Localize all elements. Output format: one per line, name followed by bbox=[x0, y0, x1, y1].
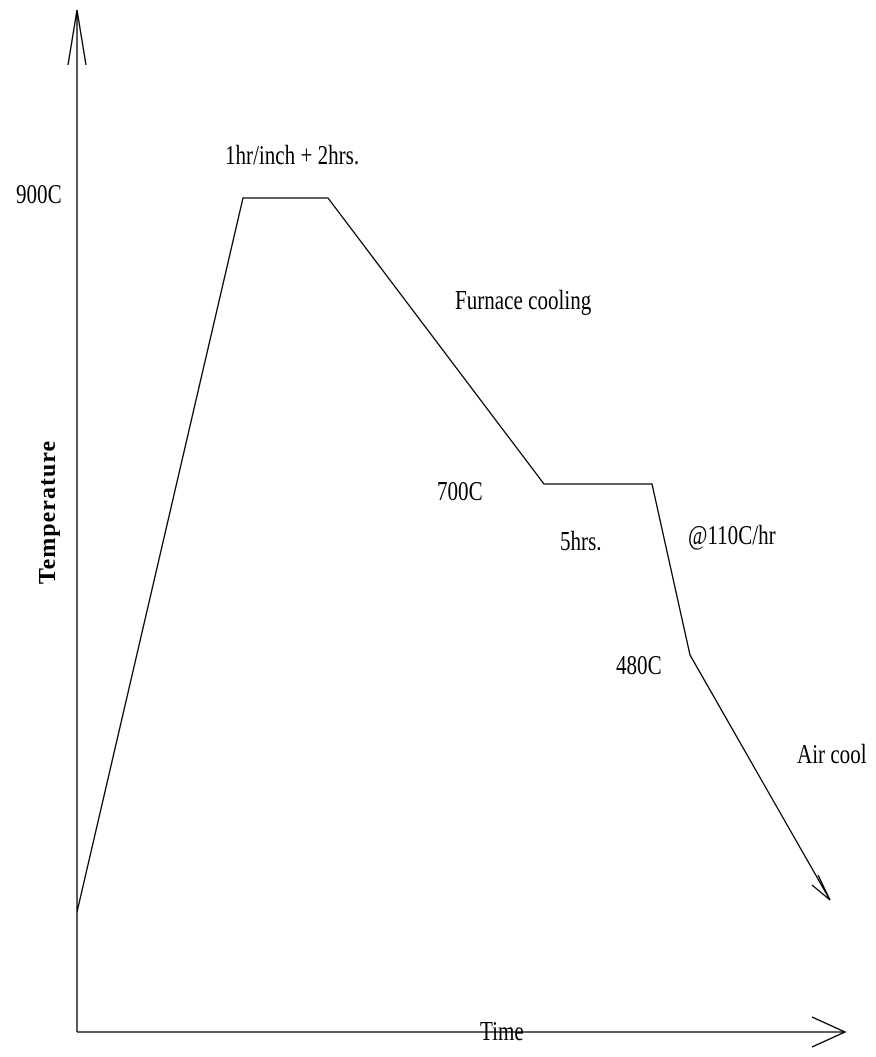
y-axis-arrowhead bbox=[67, 9, 87, 66]
hold-time-annotation: 5hrs. bbox=[560, 526, 602, 556]
x-axis-label: Time bbox=[480, 1016, 524, 1046]
air-cool-arrowhead bbox=[811, 874, 831, 901]
temp-900-label: 900C bbox=[16, 179, 62, 209]
air-cool-annotation: Air cool bbox=[797, 739, 867, 769]
cooling-rate-annotation: @110C/hr bbox=[688, 520, 776, 550]
x-axis-arrowhead bbox=[811, 1016, 847, 1048]
temp-700-label: 700C bbox=[437, 476, 483, 506]
temperature-profile-line bbox=[76, 197, 831, 913]
soak-time-annotation: 1hr/inch + 2hrs. bbox=[225, 140, 360, 170]
temp-480-label: 480C bbox=[616, 650, 662, 680]
y-axis-label: Temperature bbox=[35, 439, 61, 585]
furnace-cooling-annotation: Furnace cooling bbox=[455, 285, 592, 315]
